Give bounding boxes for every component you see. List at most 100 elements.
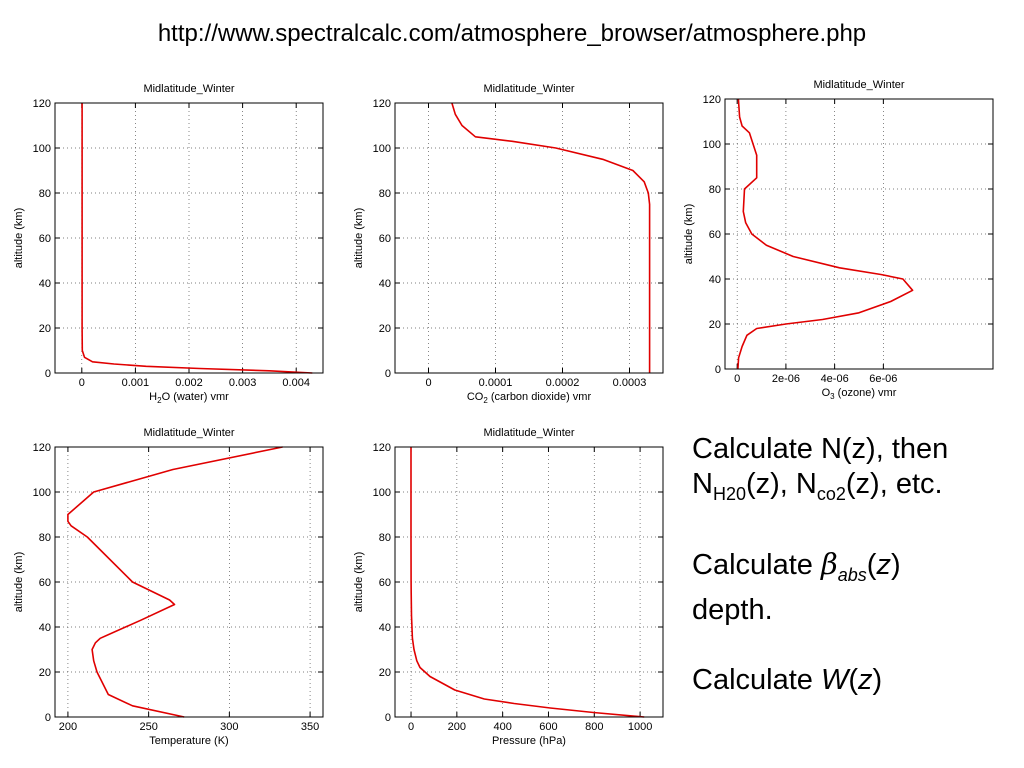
- note-subscript: co2: [816, 484, 846, 504]
- note-text: Calculate: [692, 549, 821, 581]
- note-line-1: Calculate N(z), then: [692, 432, 1022, 467]
- source-url[interactable]: http://www.spectralcalc.com/atmosphere_b…: [157, 20, 867, 47]
- profile-line: [67, 446, 283, 718]
- profile-line: [451, 102, 651, 373]
- x-tick-label: 250: [139, 721, 157, 733]
- y-tick-label: 0: [45, 712, 51, 724]
- y-tick-label: 0: [385, 712, 391, 724]
- x-tick-label: 0.0002: [546, 377, 580, 389]
- y-axis-label: altitude (km): [683, 204, 695, 265]
- y-tick-label: 40: [379, 278, 391, 290]
- y-tick-label: 100: [33, 487, 51, 499]
- x-tick-label: 800: [585, 721, 603, 733]
- grid: [55, 446, 323, 718]
- x-tick-label: 0: [79, 377, 85, 389]
- x-axis-label-subscript: 2: [157, 396, 162, 405]
- y-tick-label: 80: [379, 532, 391, 544]
- y-tick-label: 0: [45, 368, 51, 380]
- y-tick-label: 0: [385, 368, 391, 380]
- x-axis-label: H2O (water) vmr: [149, 391, 229, 405]
- profile-line: [81, 103, 313, 374]
- note-text: depth.: [692, 594, 773, 626]
- x-tick-label: 0.004: [282, 377, 310, 389]
- y-tick-label: 20: [379, 667, 391, 679]
- chart-title: Midlatitude_Winter: [483, 83, 574, 95]
- y-tick-label: 20: [379, 323, 391, 335]
- plot-frame: [54, 102, 324, 374]
- chart-title: Midlatitude_Winter: [813, 79, 904, 91]
- note-text: Calculate N(z), then: [692, 433, 949, 465]
- note-text: (: [848, 664, 859, 696]
- grid: [725, 98, 993, 370]
- x-tick-label: 1000: [628, 721, 652, 733]
- y-tick-label: 100: [373, 487, 391, 499]
- x-tick-label: 2e-06: [772, 373, 800, 385]
- y-tick-label: 40: [379, 622, 391, 634]
- x-tick-label: 0.001: [122, 377, 150, 389]
- y-tick-label: 100: [373, 143, 391, 155]
- y-axis-label: altitude (km): [353, 552, 365, 613]
- y-tick-label: 120: [33, 98, 51, 110]
- y-axis-label: altitude (km): [13, 208, 25, 269]
- note-text: ): [872, 664, 883, 696]
- x-axis-label-subscript: 3: [830, 392, 835, 401]
- note-line-4: depth.: [692, 593, 1022, 628]
- note-line-5: Calculate W(z): [692, 663, 1022, 698]
- x-axis-label-part: CO: [467, 391, 484, 403]
- y-tick-label: 0: [715, 364, 721, 376]
- note-text: Calculate: [692, 664, 821, 696]
- y-tick-label: 100: [33, 143, 51, 155]
- o3-chart: Midlatitude_Winter 0 2e-06 4e-06 6e-06 0 20 40 6…: [683, 79, 994, 401]
- note-text: ): [890, 549, 901, 581]
- chart-title: Midlatitude_Winter: [483, 427, 574, 439]
- y-tick-label: 120: [703, 94, 721, 106]
- y-tick-label: 60: [379, 577, 391, 589]
- x-tick-label: 300: [220, 721, 238, 733]
- x-tick-label: 600: [539, 721, 557, 733]
- x-axis-label-part: (ozone) vmr: [835, 387, 897, 399]
- x-tick-label: 0.0003: [613, 377, 647, 389]
- note-variable: z: [876, 549, 891, 581]
- x-tick-label: 0.002: [175, 377, 203, 389]
- y-tick-label: 80: [39, 532, 51, 544]
- y-tick-label: 60: [39, 233, 51, 245]
- note-subscript: H20: [712, 484, 746, 504]
- y-axis-label: altitude (km): [353, 208, 365, 269]
- chart-title: Midlatitude_Winter: [143, 427, 234, 439]
- plot-frame: [394, 102, 664, 374]
- note-text: (z), N: [745, 468, 817, 500]
- y-tick-label: 40: [39, 278, 51, 290]
- y-tick-label: 60: [39, 577, 51, 589]
- note-text: (: [866, 549, 877, 581]
- x-tick-label: 0: [425, 377, 431, 389]
- x-tick-label: 400: [493, 721, 511, 733]
- y-tick-label: 80: [379, 188, 391, 200]
- x-axis-label-part: O: [822, 387, 831, 399]
- y-tick-label: 60: [709, 229, 721, 241]
- y-tick-label: 100: [703, 139, 721, 151]
- note-line-2: NH20(z), Nco2(z), etc.: [692, 467, 1022, 512]
- chart-title: Midlatitude_Winter: [143, 83, 234, 95]
- note-variable: W: [820, 664, 849, 696]
- y-tick-label: 40: [709, 274, 721, 286]
- x-tick-label: 200: [448, 721, 466, 733]
- x-axis-label: CO2 (carbon dioxide) vmr: [467, 391, 592, 405]
- x-tick-label: 0.0001: [479, 377, 513, 389]
- x-axis-label: O3 (ozone) vmr: [822, 387, 897, 401]
- y-tick-label: 80: [39, 188, 51, 200]
- x-tick-label: 200: [59, 721, 77, 733]
- x-axis-label: Pressure (hPa): [492, 735, 566, 747]
- grid: [395, 446, 663, 718]
- notes-panel: Calculate N(z), then NH20(z), Nco2(z), e…: [692, 432, 1022, 698]
- plot-frame: [54, 446, 324, 718]
- x-tick-label: 0: [734, 373, 740, 385]
- x-tick-label: 0: [408, 721, 414, 733]
- y-tick-label: 120: [33, 442, 51, 454]
- x-tick-label: 0.003: [229, 377, 257, 389]
- note-text: N: [692, 468, 713, 500]
- plot-frame: [724, 98, 994, 370]
- y-tick-label: 20: [39, 323, 51, 335]
- pressure-chart: Midlatitude_Winter 0 200 400 600 800 1000 0 20 40…: [353, 427, 664, 747]
- profile-line: [737, 98, 914, 370]
- note-line-3: Calculate βabs(z): [692, 547, 1022, 593]
